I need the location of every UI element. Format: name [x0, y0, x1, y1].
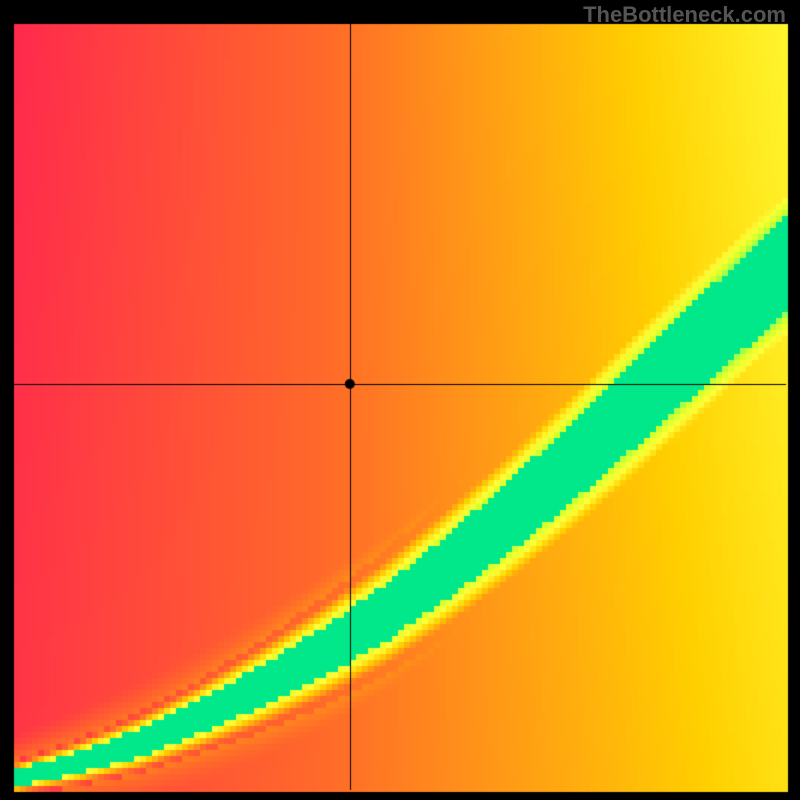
bottleneck-heatmap	[0, 0, 800, 800]
chart-container: TheBottleneck.com	[0, 0, 800, 800]
